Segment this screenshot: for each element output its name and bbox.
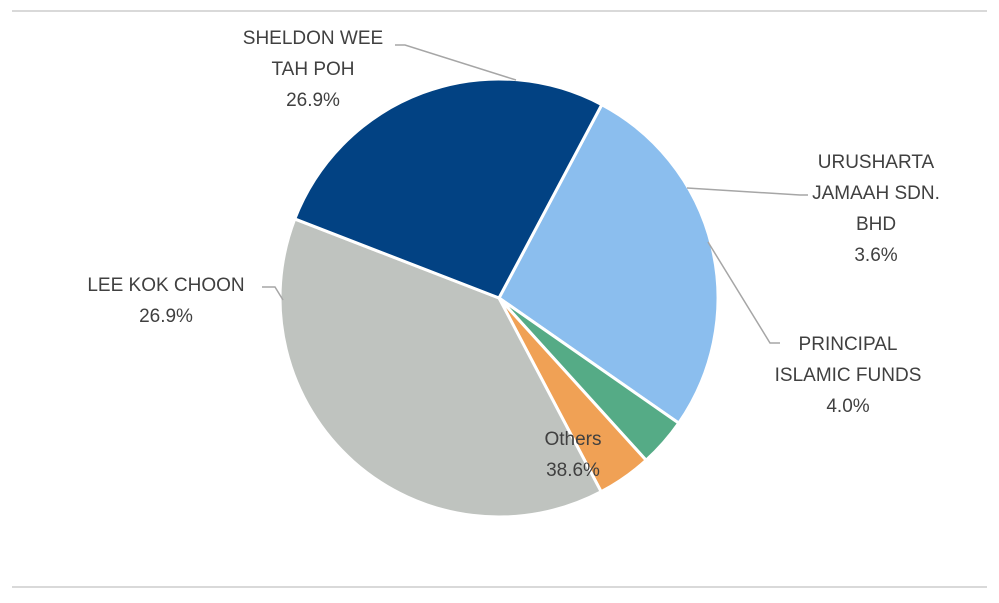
data-label-value-urusharta-jamaah-sdn-bhd: 3.6%: [854, 245, 897, 266]
pie-slice-sheldon-wee-tah-poh: [497, 103, 720, 425]
data-label-name-urusharta-jamaah-sdn-bhd: BHD: [856, 214, 896, 235]
data-label-name-others: Others: [544, 429, 601, 450]
slices-group: [278, 77, 720, 519]
leader-line-principal-islamic-funds: [707, 241, 780, 344]
data-label-name-lee-kok-choon: LEE KOK CHOON: [87, 275, 244, 296]
leader-line-lee-kok-choon: [262, 286, 284, 301]
data-label-value-others: 38.6%: [546, 460, 600, 481]
data-label-name-urusharta-jamaah-sdn-bhd: URUSHARTA: [818, 152, 935, 173]
data-label-name-principal-islamic-funds: ISLAMIC FUNDS: [775, 365, 922, 386]
leader-lines-group: [262, 44, 808, 344]
data-label-name-principal-islamic-funds: PRINCIPAL: [799, 334, 898, 355]
data-label-value-lee-kok-choon: 26.9%: [139, 306, 193, 327]
data-label-value-sheldon-wee-tah-poh: 26.9%: [286, 90, 340, 111]
data-label-name-sheldon-wee-tah-poh: SHELDON WEE: [243, 28, 383, 49]
data-label-name-urusharta-jamaah-sdn-bhd: JAMAAH SDN.: [812, 183, 940, 204]
leader-line-urusharta-jamaah-sdn-bhd: [686, 187, 808, 196]
labels-group: SHELDON WEE TAH POH 26.9% URUSHARTA JAMAAH S…: [87, 28, 940, 481]
leader-line-sheldon-wee-tah-poh: [395, 44, 517, 81]
data-label-name-sheldon-wee-tah-poh: TAH POH: [271, 59, 354, 80]
pie-slice-lee-kok-choon: [293, 77, 604, 300]
pie-slice-others: [278, 217, 603, 519]
data-label-value-principal-islamic-funds: 4.0%: [826, 396, 869, 417]
